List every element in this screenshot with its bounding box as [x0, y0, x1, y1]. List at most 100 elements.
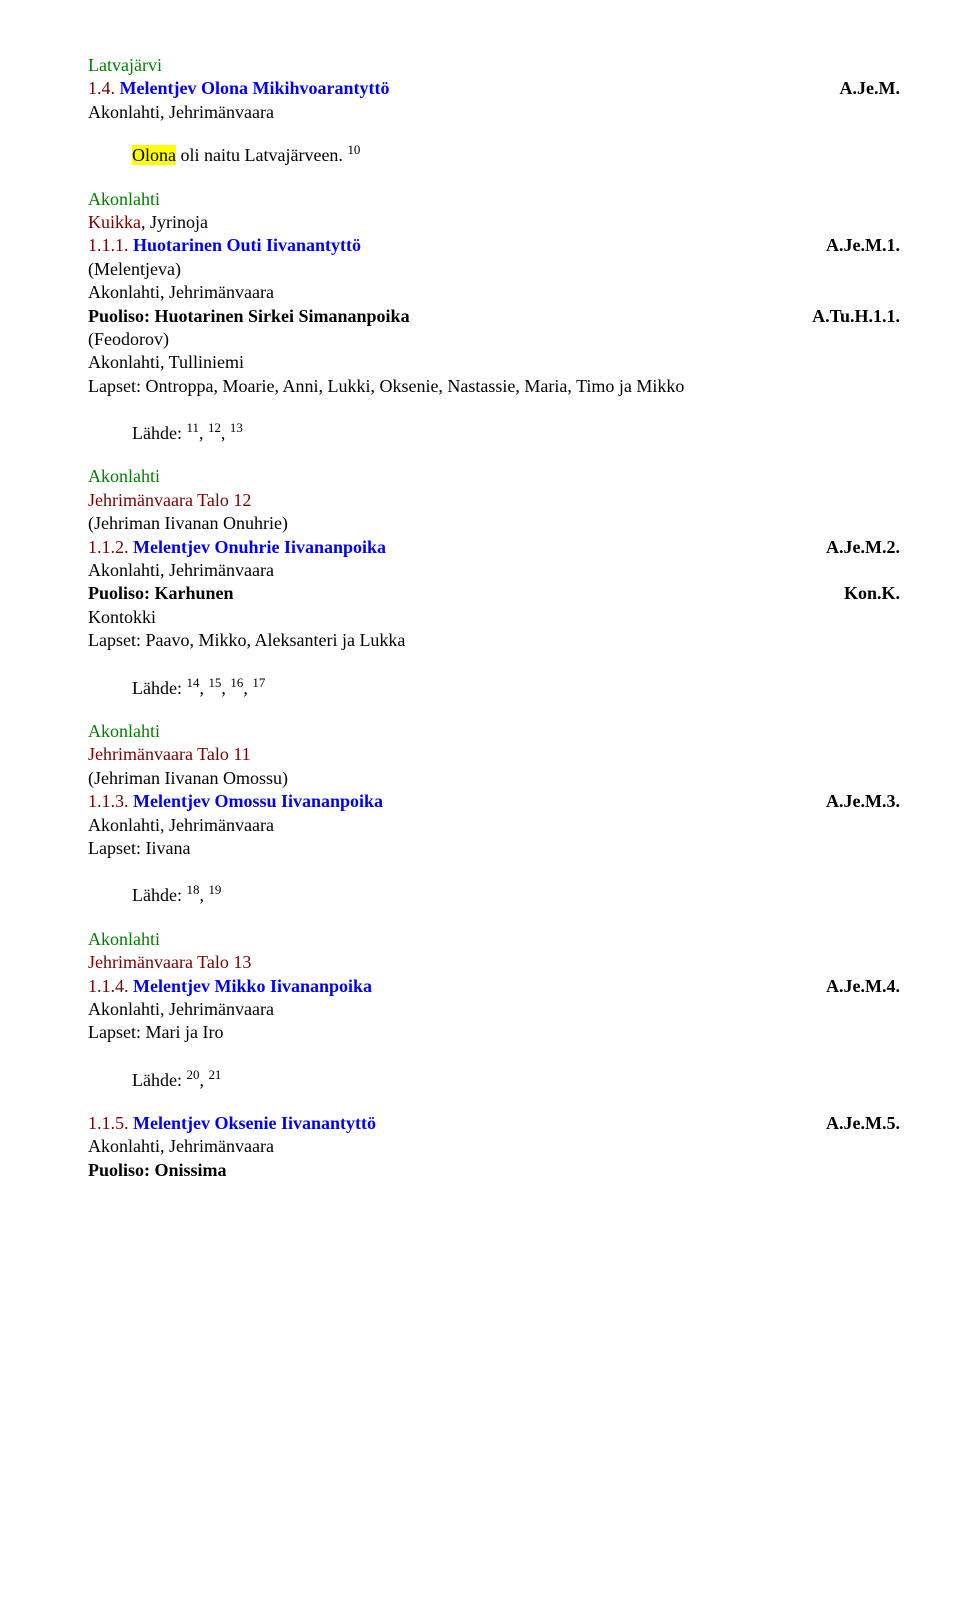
spacer [88, 653, 900, 671]
person-row: 1.4. Melentjev Olona Mikihvoarantyttö A.… [88, 77, 900, 100]
spouse-row: Puoliso: Huotarinen Sirkei Simananpoika … [88, 305, 900, 328]
sub-location: Akonlahti, Jehrimänvaara [88, 814, 900, 837]
note-highlight: Olona [132, 145, 176, 165]
person-left: 1.1.2. Melentjev Onuhrie Iivananpoika [88, 536, 818, 559]
paren-line: (Jehriman Iivanan Onuhrie) [88, 512, 900, 535]
source-ref: 15 [208, 675, 221, 690]
note-sup: 10 [347, 142, 360, 157]
house-line: Jehrimänvaara Talo 13 [88, 951, 900, 974]
entry-number: 1.4. [88, 78, 115, 98]
entry-number: 1.1.1. [88, 235, 129, 255]
source-line: Lähde: 14, 15, 16, 17 [132, 675, 900, 700]
family-rest: , Jyrinoja [141, 212, 208, 232]
spouse-code: Kon.K. [836, 582, 900, 605]
children-line: Lapset: Mari ja Iro [88, 1021, 900, 1044]
entry-number: 1.1.4. [88, 976, 129, 996]
sep: , [243, 678, 252, 698]
sub-location: Akonlahti, Tulliniemi [88, 351, 900, 374]
location: Akonlahti [88, 188, 900, 211]
person-row: 1.1.2. Melentjev Onuhrie Iivananpoika A.… [88, 536, 900, 559]
house-line: Jehrimänvaara Talo 12 [88, 489, 900, 512]
source-label: Lähde: [132, 423, 182, 443]
source-ref: 16 [230, 675, 243, 690]
spacer [88, 124, 900, 142]
sub-location: Akonlahti, Jehrimänvaara [88, 559, 900, 582]
spacer [88, 860, 900, 878]
source-line: Lähde: 11, 12, 13 [132, 420, 900, 445]
note-line: Olona oli naitu Latvajärveen. 10 [132, 142, 900, 167]
person-left: 1.1.3. Melentjev Omossu Iivananpoika [88, 790, 818, 813]
spouse-code: A.Tu.H.1.1. [804, 305, 900, 328]
source-ref: 12 [208, 420, 221, 435]
entry-block: Akonlahti Kuikka, Jyrinoja 1.1.1. Huotar… [88, 188, 900, 446]
children-line: Lapset: Paavo, Mikko, Aleksanteri ja Luk… [88, 629, 900, 652]
person-code: A.Je.M. [832, 77, 900, 100]
person-name: Melentjev Onuhrie Iivananpoika [133, 537, 386, 557]
person-code: A.Je.M.4. [818, 975, 900, 998]
sub-location: Akonlahti, Jehrimänvaara [88, 1135, 900, 1158]
sub-location: Akonlahti, Jehrimänvaara [88, 281, 900, 304]
sep: , [199, 423, 208, 443]
person-name: Melentjev Olona Mikihvoarantyttö [120, 78, 390, 98]
source-line: Lähde: 20, 21 [132, 1067, 900, 1092]
entry-block: 1.1.5. Melentjev Oksenie Iivanantyttö A.… [88, 1112, 900, 1182]
person-name: Melentjev Oksenie Iivanantyttö [133, 1113, 376, 1133]
source-label: Lähde: [132, 678, 182, 698]
entry-block: Akonlahti Jehrimänvaara Talo 13 1.1.4. M… [88, 928, 900, 1092]
person-row: 1.1.4. Melentjev Mikko Iivananpoika A.Je… [88, 975, 900, 998]
person-code: A.Je.M.2. [818, 536, 900, 559]
spacer [88, 1045, 900, 1063]
person-row: 1.1.5. Melentjev Oksenie Iivanantyttö A.… [88, 1112, 900, 1135]
source-label: Lähde: [132, 885, 182, 905]
house-line: Jehrimänvaara Talo 11 [88, 743, 900, 766]
entry-number: 1.1.3. [88, 791, 129, 811]
children-line: Lapset: Ontroppa, Moarie, Anni, Lukki, O… [88, 375, 900, 398]
source-ref: 21 [208, 1067, 221, 1082]
person-left: 1.4. Melentjev Olona Mikihvoarantyttö [88, 77, 832, 100]
source-ref: 11 [186, 420, 198, 435]
entry-block: Latvajärvi 1.4. Melentjev Olona Mikihvoa… [88, 54, 900, 168]
person-code: A.Je.M.5. [818, 1112, 900, 1135]
person-name: Huotarinen Outi Iivanantyttö [133, 235, 361, 255]
family-name: Kuikka [88, 212, 141, 232]
entry-number: 1.1.5. [88, 1113, 129, 1133]
paren-line: (Feodorov) [88, 328, 900, 351]
spacer [88, 398, 900, 416]
person-name: Melentjev Mikko Iivananpoika [133, 976, 372, 996]
sub-location: Akonlahti, Jehrimänvaara [88, 101, 900, 124]
location: Akonlahti [88, 928, 900, 951]
person-left: 1.1.5. Melentjev Oksenie Iivanantyttö [88, 1112, 818, 1135]
sep: , [221, 423, 230, 443]
location: Akonlahti [88, 720, 900, 743]
spouse-row: Puoliso: Karhunen Kon.K. [88, 582, 900, 605]
family-line: Kuikka, Jyrinoja [88, 211, 900, 234]
entry-block: Akonlahti Jehrimänvaara Talo 11 (Jehrima… [88, 720, 900, 908]
location: Akonlahti [88, 465, 900, 488]
location: Latvajärvi [88, 54, 900, 77]
source-ref: 14 [186, 675, 199, 690]
children-line: Lapset: Iivana [88, 837, 900, 860]
spouse-label: Puoliso: Karhunen [88, 582, 836, 605]
source-label: Lähde: [132, 1070, 182, 1090]
paren-line: (Jehriman Iivanan Omossu) [88, 767, 900, 790]
source-ref: 19 [208, 882, 221, 897]
person-left: 1.1.1. Huotarinen Outi Iivanantyttö [88, 234, 818, 257]
person-code: A.Je.M.3. [818, 790, 900, 813]
paren-line: (Melentjeva) [88, 258, 900, 281]
spouse-label: Puoliso: Huotarinen Sirkei Simananpoika [88, 305, 804, 328]
person-row: 1.1.1. Huotarinen Outi Iivanantyttö A.Je… [88, 234, 900, 257]
sub-location: Akonlahti, Jehrimänvaara [88, 998, 900, 1021]
source-ref: 17 [252, 675, 265, 690]
source-ref: 18 [186, 882, 199, 897]
person-left: 1.1.4. Melentjev Mikko Iivananpoika [88, 975, 818, 998]
person-row: 1.1.3. Melentjev Omossu Iivananpoika A.J… [88, 790, 900, 813]
source-ref: 20 [186, 1067, 199, 1082]
sub-location: Kontokki [88, 606, 900, 629]
source-line: Lähde: 18, 19 [132, 882, 900, 907]
person-code: A.Je.M.1. [818, 234, 900, 257]
spouse-label: Puoliso: Onissima [88, 1159, 900, 1182]
entry-block: Akonlahti Jehrimänvaara Talo 12 (Jehrima… [88, 465, 900, 700]
person-name: Melentjev Omossu Iivananpoika [133, 791, 383, 811]
source-ref: 13 [230, 420, 243, 435]
entry-number: 1.1.2. [88, 537, 129, 557]
